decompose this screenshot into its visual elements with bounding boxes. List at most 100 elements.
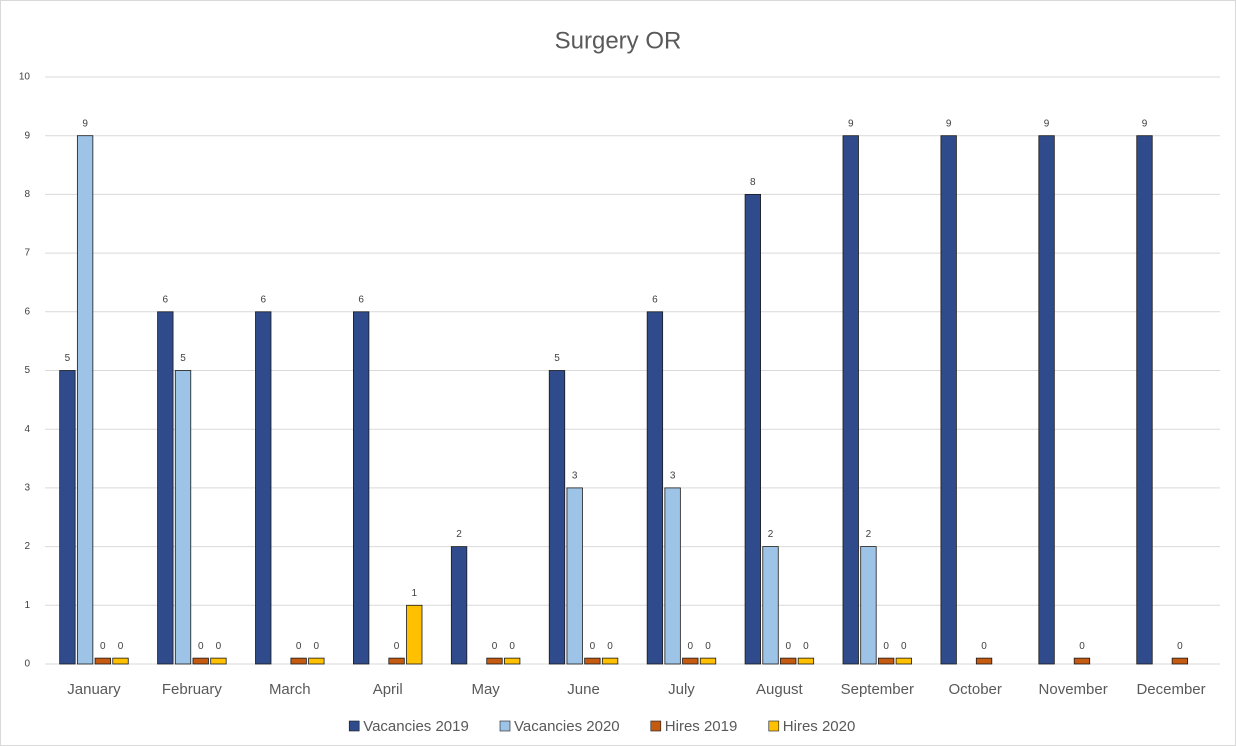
data-label: 0 bbox=[785, 641, 791, 652]
x-tick-label: October bbox=[949, 681, 1002, 698]
bar bbox=[1171, 657, 1189, 665]
x-tick-label: May bbox=[471, 681, 500, 698]
legend-swatch bbox=[650, 720, 662, 732]
data-label: 0 bbox=[216, 641, 222, 652]
x-tick-label: June bbox=[567, 681, 600, 698]
bar bbox=[699, 657, 717, 665]
x-tick-label: December bbox=[1136, 681, 1205, 698]
data-label: 0 bbox=[803, 641, 809, 652]
y-tick-label: 1 bbox=[24, 600, 30, 611]
y-tick-label: 3 bbox=[24, 483, 30, 494]
data-label: 3 bbox=[572, 471, 578, 482]
bar bbox=[1038, 135, 1055, 665]
data-label: 0 bbox=[394, 641, 400, 652]
data-label: 0 bbox=[688, 641, 694, 652]
bar bbox=[255, 311, 272, 665]
bar bbox=[601, 657, 619, 665]
bar bbox=[566, 487, 583, 665]
data-label: 5 bbox=[65, 353, 71, 364]
y-tick-label: 2 bbox=[24, 541, 30, 552]
legend-label: Vacancies 2020 bbox=[514, 718, 620, 735]
data-label: 2 bbox=[866, 529, 872, 540]
legend-label: Vacancies 2019 bbox=[363, 718, 469, 735]
data-label: 0 bbox=[981, 641, 987, 652]
data-label: 0 bbox=[901, 641, 907, 652]
y-tick-label: 7 bbox=[24, 248, 30, 259]
bar bbox=[192, 657, 209, 665]
data-label: 2 bbox=[768, 529, 774, 540]
y-tick-label: 5 bbox=[24, 365, 30, 376]
data-label: 0 bbox=[492, 641, 498, 652]
data-label: 0 bbox=[100, 641, 106, 652]
data-label: 6 bbox=[260, 294, 266, 305]
x-tick-label: March bbox=[269, 681, 311, 698]
y-tick-label: 6 bbox=[24, 306, 30, 317]
x-tick-label: September bbox=[841, 681, 914, 698]
x-tick-label: August bbox=[756, 681, 804, 698]
bar bbox=[744, 193, 761, 665]
y-tick-label: 10 bbox=[19, 72, 31, 83]
data-label: 2 bbox=[456, 529, 462, 540]
bar bbox=[584, 657, 601, 665]
bar bbox=[664, 487, 681, 665]
data-label: 9 bbox=[848, 118, 854, 129]
y-tick-label: 0 bbox=[24, 659, 30, 670]
data-label: 0 bbox=[509, 641, 515, 652]
y-tick-label: 8 bbox=[24, 189, 30, 200]
bar bbox=[682, 657, 699, 665]
bar bbox=[308, 657, 325, 665]
bar bbox=[290, 657, 307, 665]
data-label: 3 bbox=[670, 471, 676, 482]
bar bbox=[450, 546, 468, 665]
bar bbox=[895, 657, 912, 665]
data-label: 0 bbox=[883, 641, 889, 652]
bar bbox=[59, 370, 76, 665]
data-label: 0 bbox=[296, 641, 302, 652]
x-tick-label: November bbox=[1039, 681, 1108, 698]
data-label: 6 bbox=[358, 294, 364, 305]
bar bbox=[877, 657, 895, 665]
bar bbox=[94, 657, 111, 665]
bar bbox=[210, 657, 227, 665]
bar bbox=[486, 657, 503, 665]
data-label: 9 bbox=[946, 118, 952, 129]
bar bbox=[406, 604, 423, 665]
chart-title: Surgery OR bbox=[555, 27, 682, 54]
data-label: 8 bbox=[750, 177, 756, 188]
data-label: 0 bbox=[314, 641, 320, 652]
data-label: 9 bbox=[1044, 118, 1050, 129]
data-label: 9 bbox=[82, 118, 88, 129]
data-label: 9 bbox=[1142, 118, 1148, 129]
bar bbox=[762, 546, 779, 665]
bar bbox=[548, 370, 566, 665]
y-tick-label: 9 bbox=[24, 130, 30, 141]
data-label: 0 bbox=[590, 641, 596, 652]
bar bbox=[112, 657, 129, 665]
bar bbox=[504, 657, 521, 665]
data-label: 1 bbox=[411, 588, 417, 599]
bar bbox=[940, 135, 957, 665]
data-label: 0 bbox=[1079, 641, 1085, 652]
legend-swatch bbox=[499, 720, 511, 732]
bar bbox=[1136, 135, 1153, 665]
data-label: 0 bbox=[1177, 641, 1183, 652]
data-label: 6 bbox=[163, 294, 169, 305]
x-tick-label: February bbox=[162, 681, 223, 698]
bar bbox=[842, 135, 859, 665]
data-label: 6 bbox=[652, 294, 658, 305]
legend-label: Hires 2019 bbox=[665, 718, 738, 735]
legend-label: Hires 2020 bbox=[783, 718, 856, 735]
bar bbox=[353, 311, 370, 665]
x-tick-label: July bbox=[668, 681, 695, 698]
data-label: 0 bbox=[118, 641, 124, 652]
data-label: 0 bbox=[607, 641, 613, 652]
data-label: 0 bbox=[198, 641, 204, 652]
y-tick-label: 4 bbox=[24, 424, 30, 435]
x-tick-label: April bbox=[373, 681, 403, 698]
x-tick-label: January bbox=[67, 681, 121, 698]
bar bbox=[76, 135, 94, 665]
bar bbox=[1073, 657, 1091, 665]
bar bbox=[646, 311, 664, 665]
bar bbox=[975, 657, 993, 665]
